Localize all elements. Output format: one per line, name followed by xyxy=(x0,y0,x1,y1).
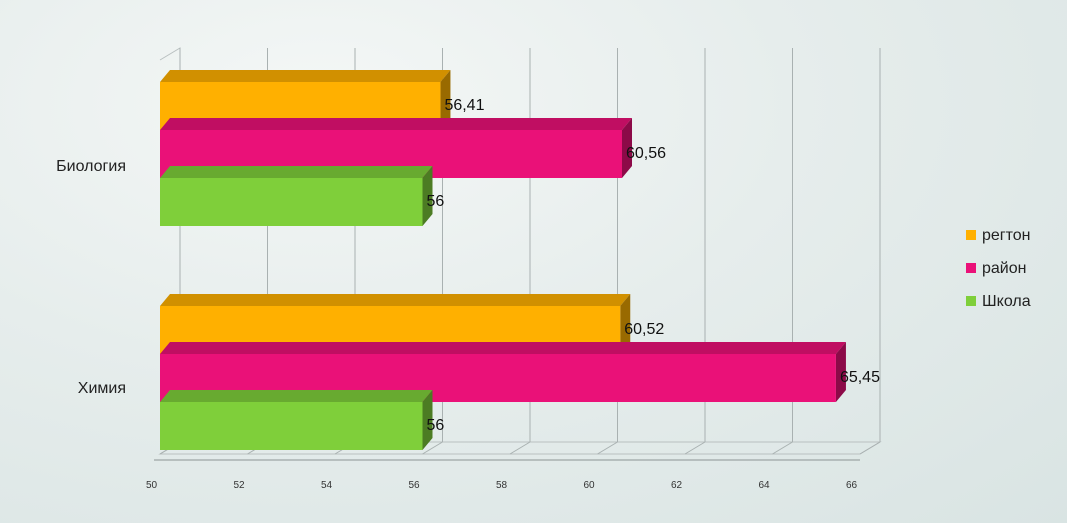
bar-value-label: 56,41 xyxy=(444,97,484,114)
x-tick-label: 50 xyxy=(146,480,158,491)
bar-value-label: 56 xyxy=(427,193,445,210)
legend-label: Школа xyxy=(982,293,1031,310)
bar-top xyxy=(160,294,631,306)
x-tick-label: 52 xyxy=(234,480,246,491)
category-label: Химия xyxy=(78,380,126,397)
category-labels: Биология Химия xyxy=(56,158,126,397)
bar-value-label: 60,52 xyxy=(624,321,664,338)
bar-value-label: 56 xyxy=(427,417,445,434)
bar-top xyxy=(160,342,846,354)
bar-top xyxy=(160,166,433,178)
bar-side xyxy=(620,294,631,354)
x-tick-label: 62 xyxy=(671,480,683,491)
floor-gridline xyxy=(772,441,793,455)
floor-gridline xyxy=(684,441,706,455)
x-tick-label: 60 xyxy=(584,480,596,491)
floor-gridline xyxy=(509,441,531,455)
x-tick-label: 64 xyxy=(759,480,771,491)
bar-top xyxy=(160,390,433,402)
bar-side xyxy=(622,118,632,178)
legend-label: район xyxy=(982,260,1026,277)
bar-side xyxy=(422,166,433,226)
floor-gridline xyxy=(859,441,881,455)
x-tick-label: 66 xyxy=(846,480,858,491)
bars: 56,41 60,56 56 60,52 65,45 56 xyxy=(160,70,880,450)
legend-label: регтон xyxy=(982,227,1031,244)
bar-side xyxy=(422,390,433,450)
legend-swatch xyxy=(966,296,976,306)
x-axis: 50 52 54 56 58 60 62 64 66 xyxy=(146,459,860,491)
bar xyxy=(160,402,423,450)
category-label: Биология xyxy=(56,158,126,175)
bar xyxy=(160,178,423,226)
floor-gridline xyxy=(422,441,443,455)
x-tick-label: 58 xyxy=(496,480,508,491)
bar-top xyxy=(160,118,632,130)
legend-swatch xyxy=(966,263,976,273)
bar-side xyxy=(835,342,846,402)
bar-side xyxy=(440,70,451,130)
legend: регтон район Школа xyxy=(966,227,1031,310)
x-tick-label: 54 xyxy=(321,480,333,491)
legend-swatch xyxy=(966,230,976,240)
bar-top xyxy=(160,70,451,82)
x-tick-label: 56 xyxy=(409,480,421,491)
bar-value-label: 60,56 xyxy=(626,145,666,162)
bar-value-label: 65,45 xyxy=(840,369,880,386)
floor-gridline xyxy=(597,441,618,455)
